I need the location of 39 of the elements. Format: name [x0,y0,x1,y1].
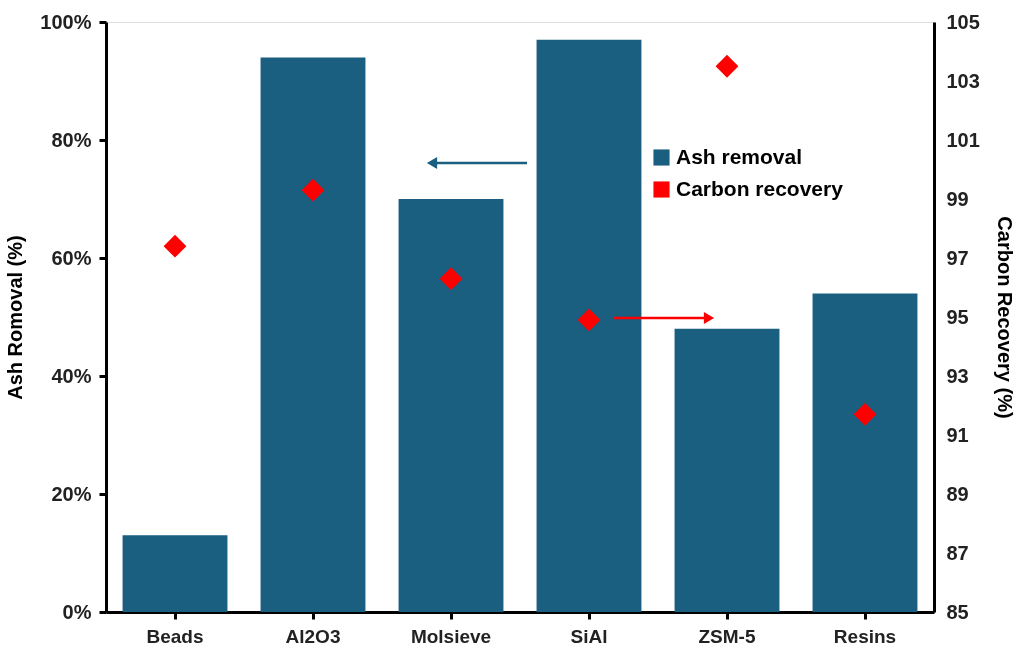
x-tick-label: Al2O3 [285,625,341,647]
y2-tick-label: 105 [946,10,980,33]
y-tick-label: 100% [40,10,92,33]
x-tick-label: Resins [833,625,897,647]
y2-axis-title: Carbon Recovery (%) [993,216,1016,419]
y2-tick-label: 103 [946,69,980,92]
y2-tick-label: 101 [946,128,980,151]
y2-tick-label: 99 [946,187,969,210]
y-tick-label: 60% [51,246,92,269]
point [715,54,739,78]
legend-label: Carbon recovery [676,176,844,200]
point [163,234,187,258]
bar [812,293,918,612]
point [853,402,877,426]
legend-label: Ash removal [676,144,803,168]
x-tick-label: SiAl [570,625,608,647]
point [301,178,325,202]
x-tick-label: Molsieve [410,625,492,647]
y2-tick-label: 89 [946,482,969,505]
y2-tick-label: 85 [946,600,969,623]
point [577,308,601,332]
bar [674,328,780,612]
bar [398,199,504,612]
y-tick-label: 20% [51,482,92,505]
x-tick-label: Beads [146,625,204,647]
y-tick-label: 80% [51,128,92,151]
y2-tick-label: 87 [946,541,969,564]
y2-tick-label: 95 [946,305,969,328]
point [439,267,463,291]
bar [122,535,228,612]
y2-tick-label: 97 [946,246,969,269]
x-tick-label: ZSM-5 [698,625,756,647]
y2-tick-label: 93 [946,364,969,387]
y2-tick-label: 91 [946,423,969,446]
bar [536,39,642,612]
y-axis-title: Ash Romoval (%) [4,235,27,400]
y-tick-label: 40% [51,364,92,387]
y-tick-label: 0% [62,600,92,623]
bar [260,57,366,612]
